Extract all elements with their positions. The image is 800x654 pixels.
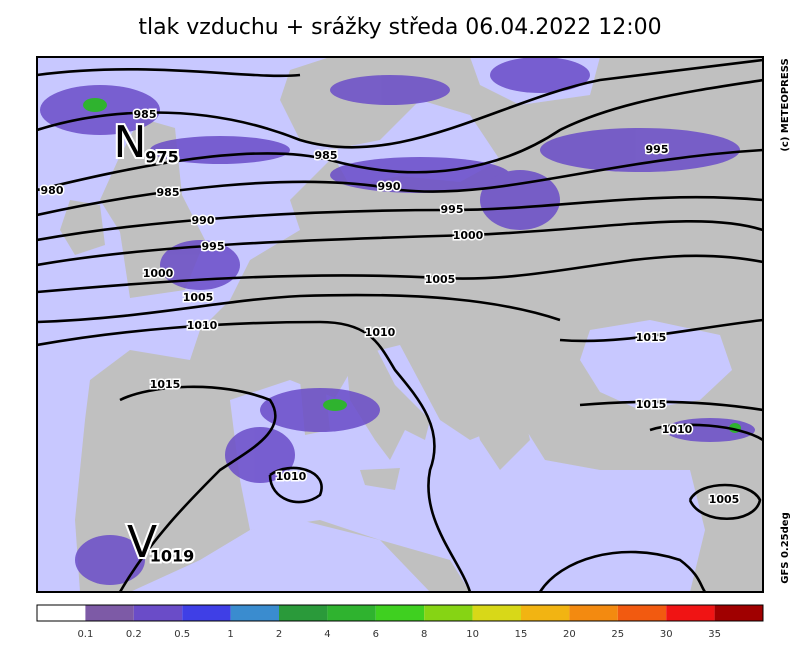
colorbar-swatch <box>327 605 376 621</box>
colorbar-label: 25 <box>611 629 624 640</box>
map: 985 985 990 995 980 985 990 995 995 1000 1000 1005 1… <box>37 57 763 592</box>
isobar-label: 1015 <box>636 331 667 344</box>
isobar-labels: 985 985 990 995 980 985 990 995 995 1000 1000 1005 1… <box>39 107 741 571</box>
isobar-label: 1015 <box>150 378 181 391</box>
isobar-label: 990 <box>192 214 215 227</box>
colorbar-label: 20 <box>563 629 576 640</box>
isobar-label: 995 <box>441 203 464 216</box>
isobar-label: 980 <box>41 184 64 197</box>
colorbar-frame <box>36 604 764 622</box>
isobar-label: 1010 <box>662 423 693 436</box>
isobar-label: 1010 <box>187 319 218 332</box>
isobar-label: 1005 <box>425 273 456 286</box>
land <box>300 340 530 490</box>
colorbar: 0.1 0.2 0.5 1 2 4 6 8 10 15 20 25 30 35 <box>36 604 764 640</box>
isobars <box>37 58 763 592</box>
colorbar-swatch <box>424 605 473 621</box>
colorbar-label: 35 <box>708 629 721 640</box>
isobar-label: 1010 <box>365 326 396 339</box>
isobar-label: 1000 <box>453 229 484 242</box>
isobar-label: 1000 <box>143 267 174 280</box>
colorbar-label: 0.2 <box>126 629 142 640</box>
colorbar-swatch <box>230 605 279 621</box>
isobar-label: 1005 <box>183 291 214 304</box>
colorbar-label: 8 <box>421 629 427 640</box>
colorbar-swatch <box>85 605 134 621</box>
sea <box>580 320 732 410</box>
colorbar-label: 1 <box>227 629 233 640</box>
pressure-center-value: 975 <box>145 148 178 167</box>
colorbar-label: 10 <box>466 629 479 640</box>
isobar-label: 995 <box>646 143 669 156</box>
colorbar-swatch <box>375 605 425 621</box>
colorbar-label: 0.5 <box>174 629 190 640</box>
colorbar-label: 30 <box>660 629 673 640</box>
isobar-label: 1010 <box>276 470 307 483</box>
colorbar-swatch <box>569 605 618 621</box>
pressure-center-letter: N <box>114 117 147 168</box>
isobar-label: 1015 <box>636 398 667 411</box>
colorbar-label: 2 <box>276 629 282 640</box>
credit: (c) METEOPRESS <box>780 58 791 151</box>
map-frame <box>36 56 764 593</box>
colorbar-label: 6 <box>373 629 379 640</box>
colorbar-swatch <box>617 605 667 621</box>
colorbar-label: 15 <box>515 629 528 640</box>
model-name: GFS 0.25deg <box>780 512 791 584</box>
colorbar-swatch <box>182 605 231 621</box>
colorbar-swatch <box>472 605 521 621</box>
title: tlak vzduchu + srážky středa 06.04.2022 … <box>138 15 661 40</box>
colorbar-swatch <box>714 605 763 621</box>
colorbar-label: 0.1 <box>77 629 93 640</box>
colorbar-label: 4 <box>324 629 330 640</box>
colorbar-swatch <box>133 605 183 621</box>
colorbar-swatch <box>521 605 570 621</box>
colorbar-swatch <box>666 605 715 621</box>
isobar-label: 1005 <box>709 493 740 506</box>
pressure-center-letter: V <box>127 517 157 568</box>
colorbar-swatch <box>37 605 86 621</box>
isobar-label: 990 <box>378 180 401 193</box>
pressure-center-value: 1019 <box>150 547 195 566</box>
isobar-label: 985 <box>134 108 157 121</box>
isobar-label: 995 <box>202 240 225 253</box>
isobar-label: 985 <box>315 149 338 162</box>
isobar-label: 985 <box>157 186 180 199</box>
colorbar-swatch <box>279 605 328 621</box>
